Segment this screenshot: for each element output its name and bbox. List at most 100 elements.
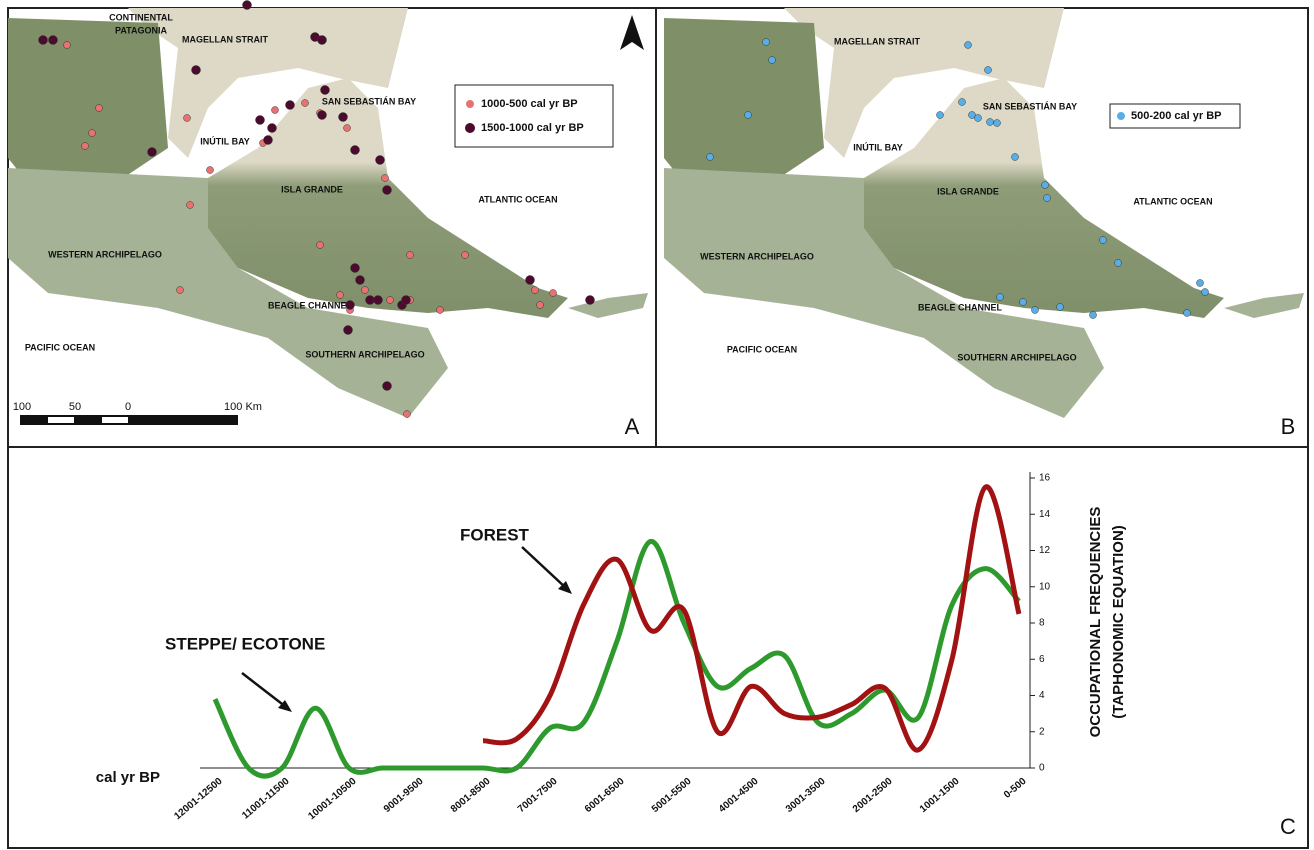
map-label: SAN SEBASTIÁN BAY [983,101,1077,111]
site-point [532,287,539,294]
site-point [89,130,96,137]
site-point [243,1,252,10]
site-point [1044,195,1051,202]
site-point [707,154,714,161]
site-point [318,36,327,45]
map-label: SOUTHERN ARCHIPELAGO [957,352,1076,362]
site-point [975,115,982,122]
site-point [366,296,375,305]
annotation-arrow [242,673,286,707]
map-label: BEAGLE CHANNEL [918,302,1003,312]
map-label: SOUTHERN ARCHIPELAGO [305,349,424,359]
panel-label: B [1281,414,1296,439]
y-tick-label: 0 [1039,763,1045,774]
site-point [1020,299,1027,306]
site-point [407,252,414,259]
x-tick-label: 9001-9500 [382,776,426,815]
site-point [462,252,469,259]
site-point [383,186,392,195]
site-point [402,296,411,305]
y-tick-label: 4 [1039,690,1045,701]
figure: CONTINENTAL PATAGONIA MAGELLAN STRAIT SA… [0,0,1314,850]
site-point [337,292,344,299]
site-point [356,276,365,285]
map-label: PACIFIC OCEAN [727,344,797,354]
site-point [302,100,309,107]
x-tick-label: 11001-11500 [240,776,292,822]
site-point [82,143,89,150]
map-label: MAGELLAN STRAIT [182,34,268,44]
site-point [148,148,157,157]
site-point [256,116,265,125]
site-point [1090,312,1097,319]
y-tick-label: 14 [1039,509,1051,520]
x-tick-label: 10001-10500 [306,776,359,823]
site-point [318,111,327,120]
map-label: WESTERN ARCHIPELAGO [700,251,814,261]
site-point [1184,310,1191,317]
site-point [272,107,279,114]
map-label: ISLA GRANDE [937,186,999,196]
site-point [985,67,992,74]
site-point [96,105,103,112]
site-point [192,66,201,75]
site-point [1202,289,1209,296]
north-arrow [620,15,644,50]
scale-label: 50 [69,401,81,413]
map-label: ISLA GRANDE [281,184,343,194]
site-point [1100,237,1107,244]
site-point [268,124,277,133]
site-point [339,113,348,122]
y-tick-label: 16 [1039,473,1051,484]
site-point [177,287,184,294]
annotation: FOREST [460,525,530,544]
site-point [346,301,355,310]
site-point [994,120,1001,127]
site-point [317,242,324,249]
site-point [264,136,273,145]
scale-bar [48,417,74,423]
x-tick-label: 8001-8500 [449,776,493,815]
annotation-arrow [522,547,566,588]
legend-label: 500-200 cal yr BP [1131,110,1222,122]
site-point [383,382,392,391]
chart: cal yr BP FOREST STEPPE/ ECOTONE OCCUPAT… [96,472,1296,839]
map-label: MAGELLAN STRAIT [834,36,920,46]
y-axis-label: (TAPHONOMIC EQUATION) [1110,525,1127,719]
site-point [745,112,752,119]
legend-box [455,85,613,147]
series-line [483,487,1019,750]
legend-swatch [466,100,474,108]
legend-swatch [1117,112,1125,120]
y-tick-label: 12 [1039,545,1051,556]
x-tick-label: 12001-12500 [172,776,225,823]
map-label: BEAGLE CHANNEL [268,300,353,310]
site-point [965,42,972,49]
legend-swatch [465,123,475,133]
site-point [1032,307,1039,314]
site-point [184,115,191,122]
site-point [286,101,295,110]
site-point [351,264,360,273]
legend-label: 1500-1000 cal yr BP [481,122,584,134]
site-point [1197,280,1204,287]
x-tick-label: 2001-2500 [851,776,895,815]
site-point [1012,154,1019,161]
panel-label: C [1280,814,1296,839]
site-point [344,125,351,132]
scale-label: 100 [13,401,31,413]
site-point [49,36,58,45]
site-point [769,57,776,64]
map-label: CONTINENTAL [109,12,173,22]
site-point [344,326,353,335]
panel-label: A [625,414,640,439]
site-point [959,99,966,106]
site-point [362,287,369,294]
x-tick-label: 3001-3500 [784,776,828,815]
site-point [351,146,360,155]
y-tick-label: 10 [1039,581,1051,592]
site-point [1042,182,1049,189]
map-label: INÚTIL BAY [853,141,903,152]
series-line [215,541,1019,776]
site-point [376,156,385,165]
